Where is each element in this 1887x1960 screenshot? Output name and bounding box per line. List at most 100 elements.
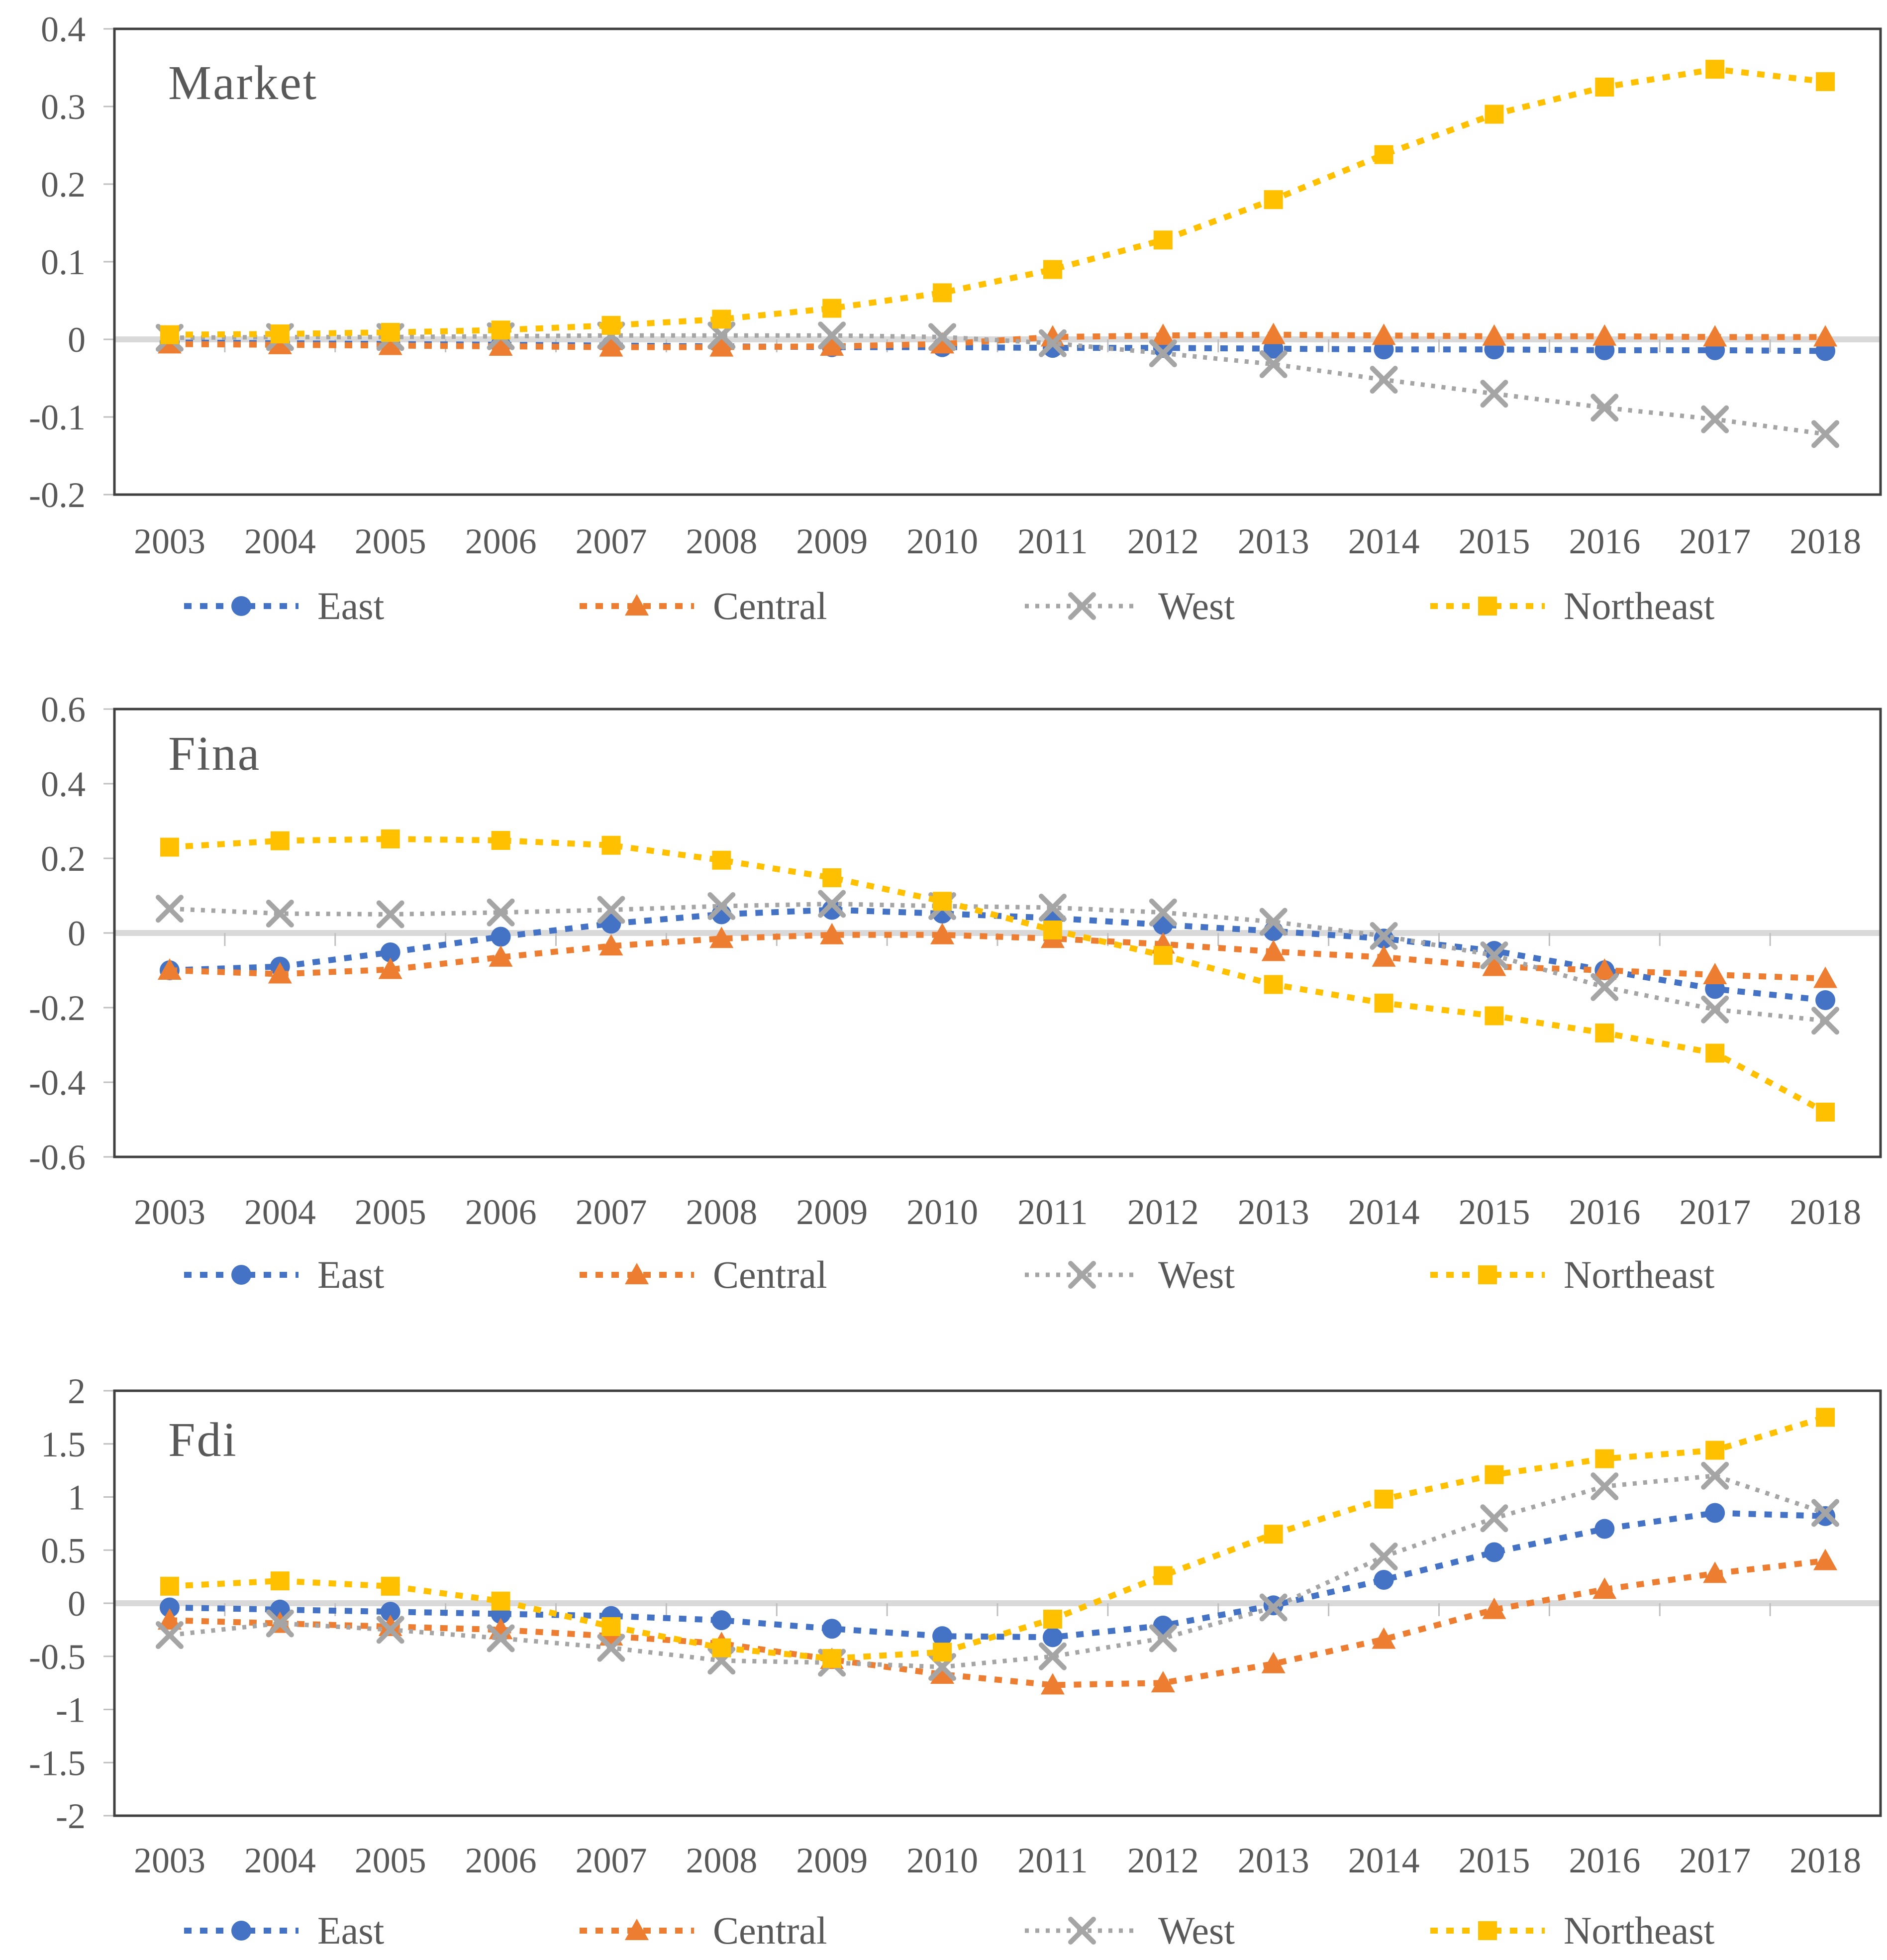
marker-west-2009 [818,890,846,918]
y-tick-label: 0.4 [41,764,86,804]
marker-west-2012 [1149,1624,1177,1652]
x-tick-label: 2015 [1458,1841,1530,1880]
marker-west-2009 [818,321,846,350]
x-tick-label: 2014 [1348,521,1420,561]
legend-label-central: Central [713,1253,827,1296]
x-tick-label: 2014 [1348,1192,1420,1232]
series-northeast [160,829,1835,1122]
legend-label-east: East [317,1253,385,1296]
marker-central-2013 [1261,939,1286,961]
y-tick-label: -0.5 [29,1637,86,1677]
legend-marker-central [625,1263,649,1284]
marker-west-2008 [707,892,736,920]
x-axis-labels: 2003 2004 2005 2006 2007 2008 2009 2010 2011 2012… [134,1192,1861,1232]
y-tick-label: 0.2 [41,165,86,205]
central-line-marker-icon [580,581,694,631]
x-tick-label: 2009 [796,1192,868,1232]
legend-label-west: West [1158,1253,1235,1296]
marker-northeast-2017 [1705,60,1725,79]
marker-central-2011 [1040,325,1065,347]
x-tick-label: 2017 [1679,521,1751,561]
x-tick-label: 2012 [1127,1192,1199,1232]
marker-northeast-2016 [1595,1449,1614,1468]
x-tick-label: 2006 [465,1192,537,1232]
x-tick-label: 2005 [355,1841,426,1880]
legend-marker-east [231,1921,251,1941]
x-tick-label: 2004 [244,1192,316,1232]
central-line-marker-icon [580,1906,694,1956]
x-tick-label: 2003 [134,521,205,561]
series-line-west [169,333,1826,436]
legend-item-east: East [184,1250,384,1300]
marker-west-2012 [1149,339,1177,368]
marker-west-2006 [487,898,515,927]
legend-item-east: East [184,581,384,631]
x-tick-label: 2017 [1679,1192,1751,1232]
y-axis-ticks [103,708,114,1158]
marker-northeast-2008 [712,850,731,870]
legend-label-central: Central [713,584,827,627]
chart-fdi-section: 2 1.5 1 0.5 0 -0.5 -1 -1.5 -2 2003 2004 2005 2006 200… [0,1314,1887,1960]
marker-northeast-2008 [712,1638,731,1657]
marker-central-2010 [930,923,955,944]
marker-central-2005 [378,957,402,979]
y-tick-label: -1.5 [29,1743,86,1783]
marker-central-2017 [1703,1561,1727,1583]
marker-west-2016 [1590,973,1619,1001]
plot-border [113,1389,1882,1817]
legend-swatch-west [1025,592,1139,620]
marker-central-2012 [1151,1671,1175,1693]
legend-market: East Central West Northeast [0,581,1887,631]
x-tick-label: 2010 [906,1841,978,1880]
legend-marker-west [1068,1917,1096,1945]
marker-northeast-2015 [1485,104,1504,124]
marker-central-2008 [709,927,734,948]
series-west [155,890,1840,1035]
marker-west-2012 [1149,898,1177,927]
marker-northeast-2013 [1264,1525,1283,1544]
west-line-marker-icon [1025,1250,1139,1300]
marker-northeast-2011 [1043,260,1062,279]
marker-northeast-2011 [1043,921,1062,939]
x-tick-label: 2007 [575,1192,647,1232]
marker-east-2005 [380,1602,400,1622]
x-tick-label: 2006 [465,1841,537,1880]
legend-swatch-east [184,1265,298,1285]
x-tick-label: 2016 [1569,521,1640,561]
marker-northeast-2006 [491,1591,510,1611]
y-tick-label: -0.2 [29,988,86,1028]
marker-west-2003 [155,1621,184,1650]
x-tick-label: 2007 [575,521,647,561]
east-line-marker-icon [184,1250,298,1300]
y-tick-label: 0 [68,320,86,360]
marker-east-2018 [1815,990,1836,1010]
marker-central-2018 [1813,966,1838,988]
marker-northeast-2018 [1816,1408,1835,1427]
y-axis-labels: 0.6 0.4 0.2 0 -0.2 -0.4 -0.6 [29,690,86,1177]
marker-west-2011 [1038,329,1067,357]
marker-east-2004 [270,1599,290,1620]
marker-northeast-2012 [1153,1566,1173,1585]
x-tick-label: 2011 [1017,1841,1088,1880]
y-axis-ticks [103,1390,114,1817]
marker-west-2011 [1038,1642,1067,1670]
marker-east-2008 [711,1610,732,1631]
series-line-west [169,901,1826,1023]
chart-title-fina: Fina [168,727,261,781]
marker-northeast-2005 [381,322,400,342]
marker-northeast-2009 [822,868,842,887]
legend-fina: East Central West Northeast [0,1250,1887,1300]
marker-central-2005 [378,1614,402,1636]
x-tick-label: 2013 [1238,521,1309,561]
east-line-marker-icon [184,1906,298,1956]
series-line-east [169,1510,1826,1641]
marker-central-2011 [1040,1673,1065,1695]
marker-central-2016 [1592,958,1617,980]
marker-northeast-2006 [491,831,510,850]
x-tick-label: 2008 [686,1841,757,1880]
marker-west-2005 [376,1616,404,1644]
x-tick-label: 2008 [686,1192,757,1232]
plot-border [113,708,1882,1158]
